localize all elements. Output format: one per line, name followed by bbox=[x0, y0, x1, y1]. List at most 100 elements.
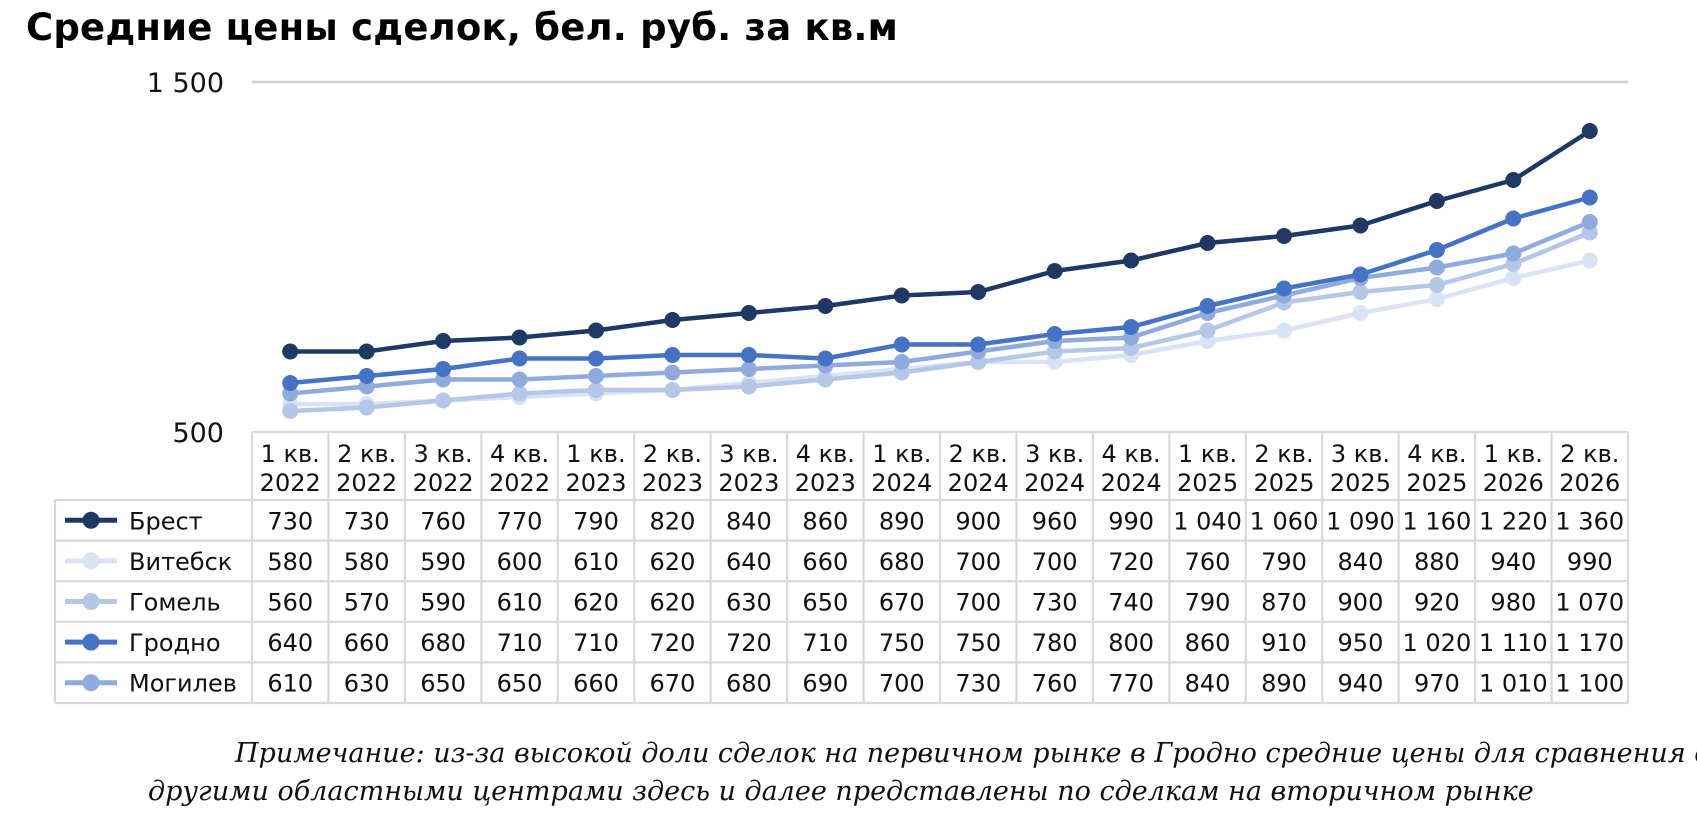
data-label: 970 bbox=[1414, 670, 1460, 698]
data-point bbox=[1505, 172, 1522, 188]
data-label: 820 bbox=[650, 507, 696, 535]
data-label: 730 bbox=[955, 670, 1001, 698]
data-point bbox=[740, 378, 757, 395]
data-label: 700 bbox=[955, 589, 1001, 617]
data-point bbox=[1046, 326, 1063, 342]
x-tick-label-quarter: 4 кв. bbox=[1407, 440, 1466, 468]
x-tick-label: 4 кв. 2022 bbox=[489, 440, 550, 497]
data-label: 660 bbox=[344, 629, 390, 657]
legend-label: Гомель bbox=[129, 589, 221, 617]
data-point bbox=[1581, 189, 1598, 206]
data-label: 750 bbox=[955, 629, 1001, 657]
data-label: 690 bbox=[802, 670, 848, 698]
legend-label: Гродно bbox=[129, 629, 221, 657]
data-label: 640 bbox=[726, 548, 772, 576]
data-point bbox=[893, 336, 910, 353]
data-label: 790 bbox=[573, 507, 619, 535]
data-point bbox=[588, 350, 604, 367]
data-label: 610 bbox=[573, 548, 619, 576]
x-tick-label: 4 кв. 2023 bbox=[795, 440, 856, 497]
data-label: 640 bbox=[267, 629, 313, 657]
data-label: 990 bbox=[1108, 507, 1154, 535]
data-label: 800 bbox=[1108, 629, 1154, 657]
data-point bbox=[740, 361, 757, 377]
data-label: 1 220 bbox=[1479, 507, 1548, 535]
x-tick-label-year: 2024 bbox=[948, 469, 1009, 497]
data-label: 730 bbox=[1032, 589, 1078, 617]
data-label: 650 bbox=[420, 670, 466, 698]
data-point bbox=[1046, 263, 1063, 279]
data-point bbox=[588, 368, 604, 384]
data-label: 890 bbox=[879, 507, 925, 535]
x-tick-label: 2 кв. 2025 bbox=[1253, 440, 1314, 497]
data-label: 560 bbox=[267, 589, 313, 617]
series-line bbox=[289, 195, 1591, 386]
x-tick-label-year: 2026 bbox=[1483, 469, 1544, 497]
x-tick-label-year: 2025 bbox=[1253, 469, 1314, 497]
data-label: 660 bbox=[802, 548, 848, 576]
data-label: 680 bbox=[420, 629, 466, 657]
data-label: 1 040 bbox=[1173, 507, 1242, 535]
data-label: 580 bbox=[344, 548, 390, 576]
x-tick-label-quarter: 4 кв. bbox=[490, 440, 549, 468]
data-label: 670 bbox=[879, 589, 925, 617]
data-point bbox=[664, 312, 681, 328]
x-tick-label-quarter: 2 кв. bbox=[337, 440, 396, 468]
data-point bbox=[1352, 266, 1369, 283]
x-tick-label: 4 кв. 2025 bbox=[1406, 440, 1467, 497]
x-tick-label-quarter: 4 кв. bbox=[1102, 440, 1161, 468]
data-point bbox=[1505, 245, 1522, 262]
data-label: 630 bbox=[726, 589, 772, 617]
data-label: 700 bbox=[955, 548, 1001, 576]
x-tick-label-year: 2023 bbox=[718, 469, 779, 497]
data-point bbox=[664, 364, 681, 381]
data-label: 870 bbox=[1261, 589, 1307, 617]
data-point bbox=[740, 347, 757, 363]
data-point bbox=[511, 329, 528, 346]
data-point bbox=[1581, 214, 1598, 230]
data-label: 840 bbox=[1185, 670, 1231, 698]
y-axis: 1 500 500 bbox=[147, 68, 1628, 449]
data-label: 610 bbox=[497, 589, 543, 617]
x-tick-label-quarter: 2 кв. bbox=[949, 440, 1008, 468]
footnote-line-2: другими областными центрами здесь и дале… bbox=[148, 776, 1534, 807]
data-label: 860 bbox=[802, 507, 848, 535]
x-tick-label-quarter: 3 кв. bbox=[1025, 440, 1084, 468]
data-label: 900 bbox=[955, 507, 1001, 535]
data-point bbox=[588, 382, 604, 398]
x-tick-label-year: 2023 bbox=[795, 469, 856, 497]
x-tick-label-year: 2022 bbox=[489, 469, 550, 497]
x-tick-label: 2 кв. 2023 bbox=[642, 440, 703, 497]
data-label: 780 bbox=[1032, 629, 1078, 657]
data-label: 1 010 bbox=[1479, 670, 1548, 698]
data-label: 570 bbox=[344, 589, 390, 617]
x-tick-label-quarter: 3 кв. bbox=[414, 440, 473, 468]
data-label: 760 bbox=[420, 507, 466, 535]
data-point bbox=[1581, 252, 1598, 269]
data-point bbox=[1505, 270, 1522, 286]
data-label: 890 bbox=[1261, 670, 1307, 698]
data-point bbox=[1199, 235, 1216, 251]
data-label: 790 bbox=[1261, 548, 1307, 576]
data-point bbox=[282, 375, 299, 391]
data-point bbox=[1199, 298, 1216, 314]
x-tick-label-quarter: 3 кв. bbox=[1331, 440, 1390, 468]
data-point bbox=[1276, 322, 1292, 339]
legend-key-marker bbox=[82, 674, 100, 692]
data-point bbox=[893, 287, 910, 304]
data-label: 910 bbox=[1261, 629, 1307, 657]
data-point bbox=[1505, 210, 1522, 227]
x-tick-label-year: 2022 bbox=[336, 469, 397, 497]
data-label: 710 bbox=[573, 629, 619, 657]
data-label: 860 bbox=[1185, 629, 1231, 657]
data-label: 840 bbox=[1338, 548, 1384, 576]
data-point bbox=[511, 385, 528, 402]
x-tick-label-quarter: 1 кв. bbox=[566, 440, 625, 468]
data-label: 580 bbox=[267, 548, 313, 576]
data-label: 660 bbox=[573, 670, 619, 698]
data-label: 730 bbox=[344, 507, 390, 535]
data-point bbox=[588, 322, 604, 339]
data-point bbox=[817, 298, 834, 314]
legend-key-marker bbox=[82, 552, 100, 570]
